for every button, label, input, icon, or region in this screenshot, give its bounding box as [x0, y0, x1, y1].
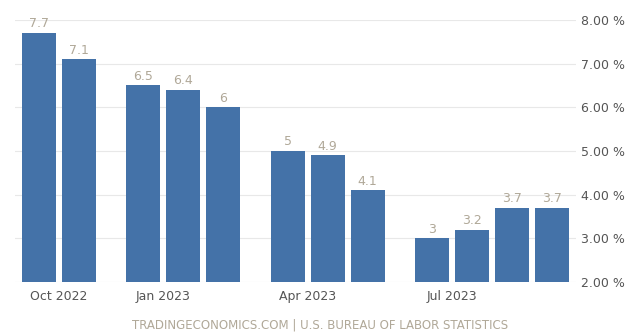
Bar: [271, 151, 305, 282]
Bar: [495, 208, 529, 282]
Bar: [415, 238, 449, 282]
Text: 6: 6: [220, 92, 227, 105]
Text: 3: 3: [428, 223, 436, 236]
Text: 6.4: 6.4: [173, 74, 193, 87]
Bar: [22, 33, 56, 282]
Bar: [166, 90, 200, 282]
Text: 3.2: 3.2: [462, 214, 482, 227]
Bar: [126, 85, 160, 282]
Bar: [310, 155, 345, 282]
Text: 5: 5: [284, 135, 292, 148]
Text: 3.7: 3.7: [502, 192, 522, 205]
Text: 3.7: 3.7: [542, 192, 562, 205]
Text: 4.9: 4.9: [317, 140, 337, 153]
Text: 7.7: 7.7: [29, 17, 49, 30]
Text: 7.1: 7.1: [69, 44, 89, 57]
Text: 6.5: 6.5: [133, 70, 153, 83]
Bar: [62, 59, 96, 282]
Bar: [535, 208, 569, 282]
Bar: [455, 229, 489, 282]
Text: TRADINGECONOMICS.COM | U.S. BUREAU OF LABOR STATISTICS: TRADINGECONOMICS.COM | U.S. BUREAU OF LA…: [132, 319, 508, 332]
Text: 4.1: 4.1: [358, 175, 378, 188]
Bar: [351, 190, 385, 282]
Bar: [206, 107, 241, 282]
